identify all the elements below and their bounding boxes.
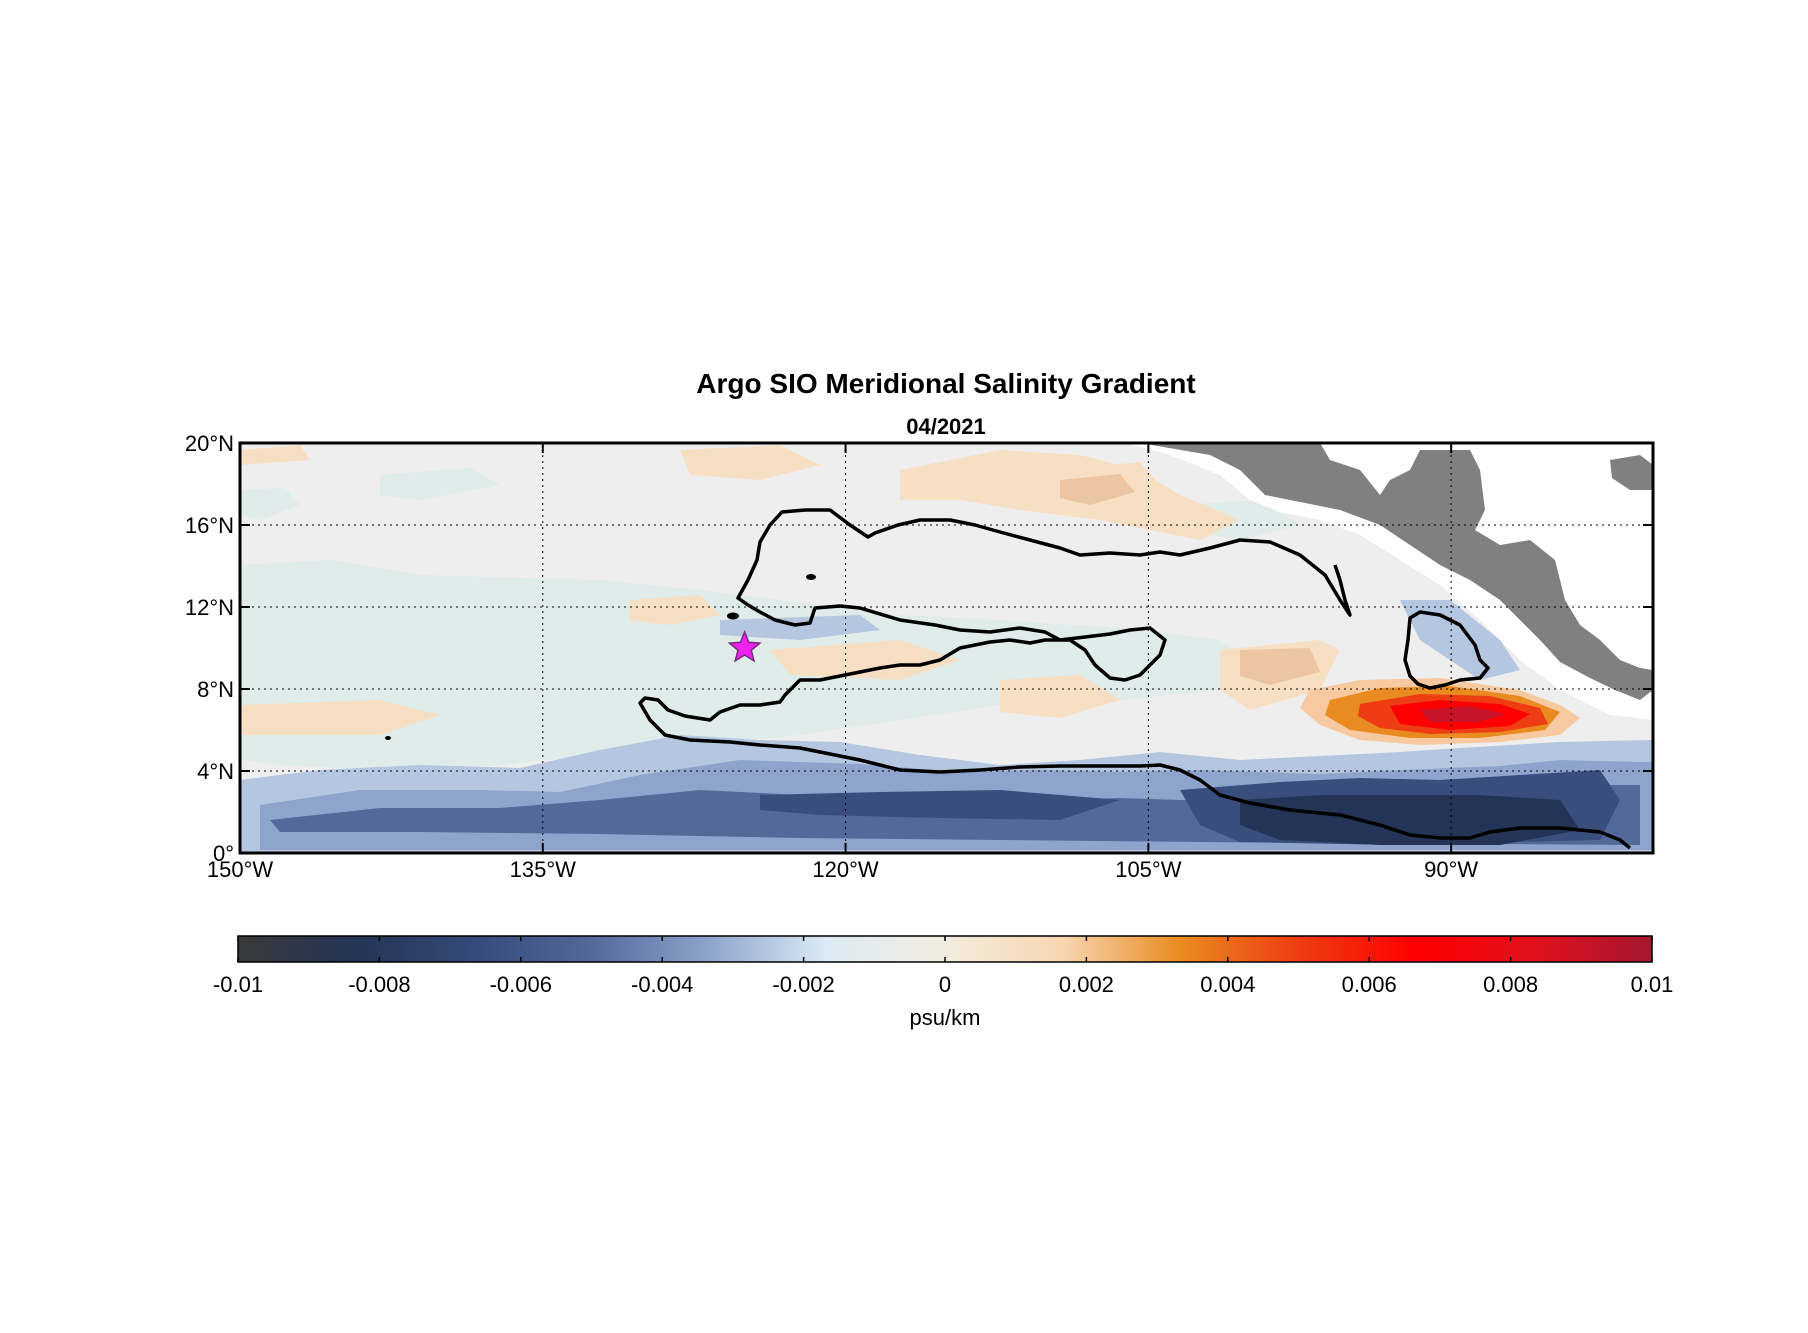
y-tick-label: 0° xyxy=(213,841,234,866)
positive-maximum-region xyxy=(1300,678,1580,745)
location-star-marker xyxy=(727,629,762,663)
no-data-regions xyxy=(1125,443,1653,720)
x-tick-label: 120°W xyxy=(812,857,879,882)
colorbar-tick-label: 0.006 xyxy=(1342,972,1397,997)
contour-lines xyxy=(638,508,1632,850)
y-tick-label: 8°N xyxy=(197,677,234,702)
y-tick-label: 16°N xyxy=(185,513,234,538)
negative-extreme-band xyxy=(1240,795,1580,845)
colorbar-tick-label: 0.01 xyxy=(1631,972,1674,997)
x-tick-label: 135°W xyxy=(510,857,577,882)
colorbar-tick-label: 0.002 xyxy=(1059,972,1114,997)
colorbar-tick-label: -0.008 xyxy=(348,972,410,997)
chart-subtitle: 04/2021 xyxy=(906,414,986,439)
colorbar-label: psu/km xyxy=(910,1005,981,1030)
colorbar-tick-label: -0.002 xyxy=(772,972,834,997)
contour-north-loop xyxy=(736,508,1352,617)
x-tick-label: 105°W xyxy=(1115,857,1182,882)
colorbar-tick-label: 0 xyxy=(939,972,951,997)
y-tick-label: 4°N xyxy=(197,759,234,784)
land-mass xyxy=(1140,443,1653,700)
colorbar: -0.01 -0.008 -0.006 -0.004 -0.002 0 0.002 0.004… xyxy=(213,935,1673,1030)
chart-title: Argo SIO Meridional Salinity Gradient xyxy=(696,368,1195,399)
land-mass-south xyxy=(1610,455,1653,490)
x-axis: 150°W 135°W 120°W 105°W 90°W xyxy=(207,443,1478,882)
contour-islands xyxy=(385,574,816,740)
colorbar-tick-label: -0.006 xyxy=(490,972,552,997)
colorbar-tick-label: -0.004 xyxy=(631,972,693,997)
colorbar-tick-label: -0.01 xyxy=(213,972,263,997)
positive-moderate-regions xyxy=(1060,474,1320,685)
x-tick-label: 90°W xyxy=(1424,857,1478,882)
colorbar-tick-label: 0.008 xyxy=(1483,972,1538,997)
y-tick-label: 12°N xyxy=(185,595,234,620)
colorbar-ticks: -0.01 -0.008 -0.006 -0.004 -0.002 0 0.002 0.004… xyxy=(213,936,1673,997)
y-axis: 20°N 16°N 12°N 8°N 4°N 0° xyxy=(185,431,1653,866)
x-tick-label: 150°W xyxy=(207,857,274,882)
colorbar-tick-label: 0.004 xyxy=(1200,972,1255,997)
contour-central-loop xyxy=(638,603,1167,742)
gridlines xyxy=(240,443,1653,853)
contour-southern xyxy=(689,738,1632,850)
y-tick-label: 20°N xyxy=(185,431,234,456)
map-area xyxy=(240,443,1653,853)
contour-east-loop xyxy=(1403,610,1490,690)
plot-frame xyxy=(238,441,1655,855)
